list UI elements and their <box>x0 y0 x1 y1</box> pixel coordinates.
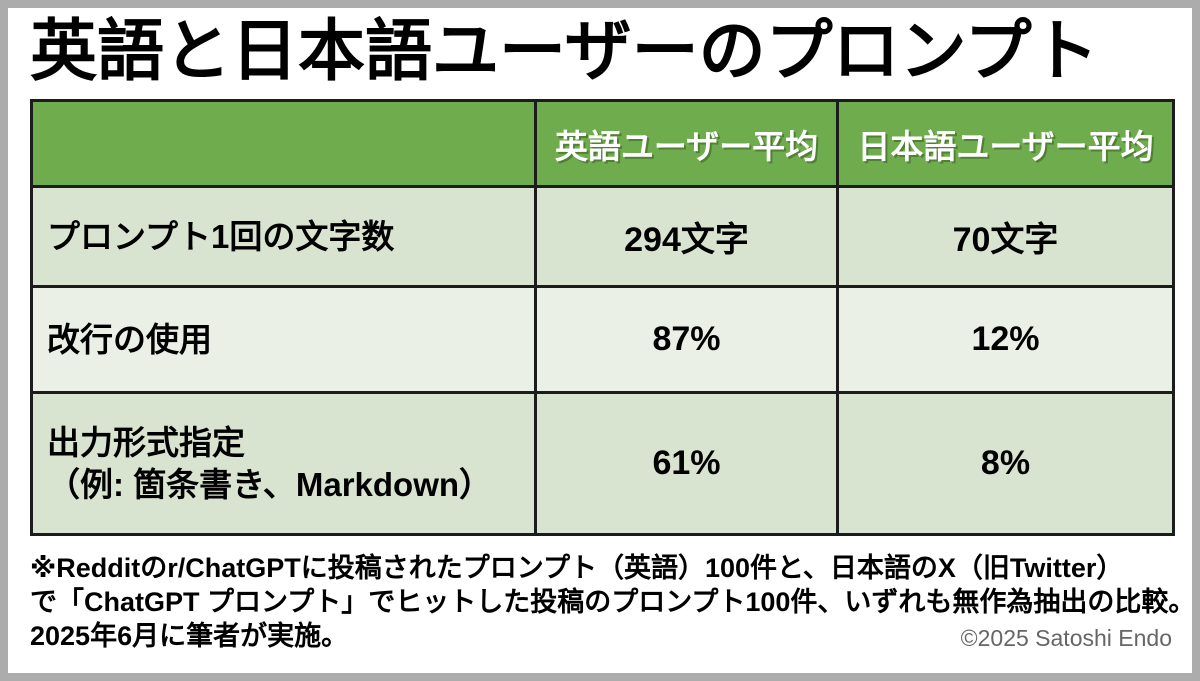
value-japanese-linebreaks: 12% <box>836 285 1175 395</box>
row-label-linebreak-usage: 改行の使用 <box>30 285 537 395</box>
row-label-line: （例: 箇条書き、Markdown） <box>47 465 493 503</box>
value-english-linebreaks: 87% <box>534 285 839 395</box>
value-japanese-chars: 70文字 <box>836 185 1175 289</box>
comparison-table: 英語ユーザー平均 日本語ユーザー平均 プロンプト1回の文字数 294文字 70文… <box>30 99 1175 537</box>
table-row-linebreak-usage: 改行の使用 87% 12% <box>30 285 1175 395</box>
footnote-line-2: で「ChatGPT プロンプト」でヒットした投稿のプロンプト100件、いずれも無… <box>30 587 1196 618</box>
methodology-footnote: ※Redditのr/ChatGPTに投稿されたプロンプト（英語）100件と、日本… <box>30 551 1196 653</box>
table-row-chars-per-prompt: プロンプト1回の文字数 294文字 70文字 <box>30 185 1175 289</box>
row-label-line: 出力形式指定 <box>47 423 245 461</box>
footnote-line-1: ※Redditのr/ChatGPTに投稿されたプロンプト（英語）100件と、日本… <box>30 553 1124 584</box>
row-label-line: プロンプト1回の文字数 <box>47 217 395 255</box>
footer-area: ※Redditのr/ChatGPTに投稿されたプロンプト（英語）100件と、日本… <box>30 551 1196 653</box>
row-label-line: 改行の使用 <box>47 320 212 358</box>
value-english-format: 61% <box>534 391 839 537</box>
table-row-output-format: 出力形式指定 （例: 箇条書き、Markdown） 61% 8% <box>30 391 1175 537</box>
row-label-output-format: 出力形式指定 （例: 箇条書き、Markdown） <box>30 391 537 537</box>
page-title: 英語と日本語ユーザーのプロンプト <box>30 14 1099 89</box>
value-english-chars: 294文字 <box>534 185 839 289</box>
table-header-row: 英語ユーザー平均 日本語ユーザー平均 <box>30 99 1175 189</box>
value-japanese-format: 8% <box>836 391 1175 537</box>
header-empty-cell <box>30 99 537 189</box>
footnote-line-3: 2025年6月に筆者が実施。 <box>30 621 349 652</box>
header-japanese-users-avg: 日本語ユーザー平均 <box>836 99 1175 189</box>
header-english-users-avg: 英語ユーザー平均 <box>534 99 839 189</box>
copyright-notice: ©2025 Satoshi Endo <box>960 625 1172 652</box>
row-label-chars-per-prompt: プロンプト1回の文字数 <box>30 185 537 289</box>
